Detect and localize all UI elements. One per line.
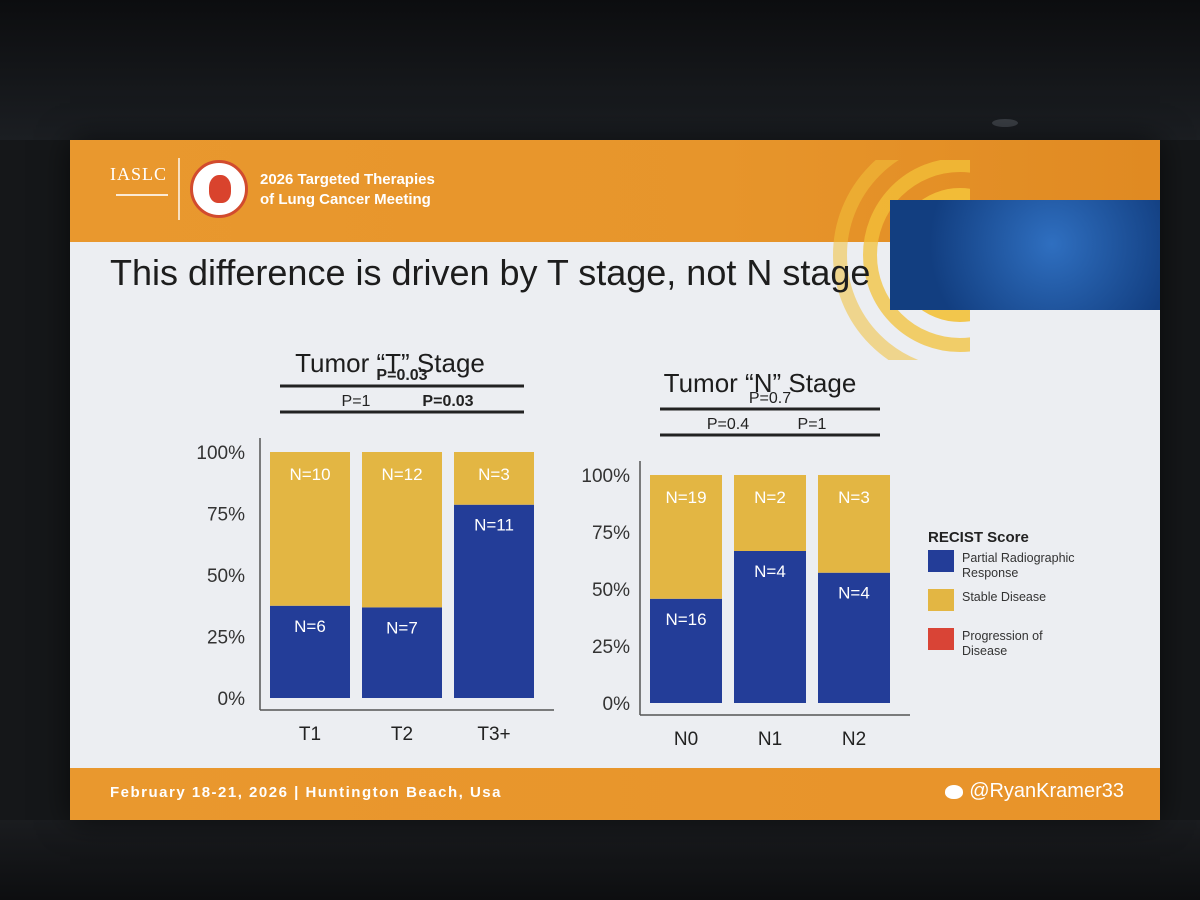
legend-label-line2: Response: [962, 566, 1018, 580]
footer-handle-wrap: @RyanKramer33: [945, 780, 1124, 803]
x-tick-label: T2: [391, 724, 413, 745]
decorative-lung-image: [890, 200, 1160, 310]
bar-segment-T2-stable: [362, 452, 442, 608]
x-tick-label: N2: [842, 729, 866, 750]
slide-footer: February 18-21, 2026 | Huntington Beach,…: [70, 768, 1160, 820]
bar-segment-T1-stable: [270, 452, 350, 606]
y-tick-label: 0%: [218, 689, 246, 710]
data-label: N=2: [754, 488, 786, 507]
x-tick-label: T3+: [477, 724, 510, 745]
presentation-slide: IASLC 2026 Targeted Therapies of Lung Ca…: [70, 140, 1160, 820]
org-logo: IASLC: [110, 164, 168, 184]
legend-swatch-partial: [928, 550, 954, 572]
data-label: N=6: [294, 617, 326, 636]
header-divider: [178, 158, 180, 220]
bar-segment-T3+-stable: [454, 452, 534, 505]
y-tick-label: 50%: [592, 580, 630, 601]
legend-label-line1: Partial Radiographic: [962, 551, 1075, 565]
data-label: N=7: [386, 618, 418, 637]
org-logo-emblem: [116, 194, 168, 204]
slide-header: IASLC 2026 Targeted Therapies of Lung Ca…: [70, 140, 1160, 360]
legend-label-line1: Progression of: [962, 629, 1043, 643]
y-tick-label: 50%: [207, 566, 245, 587]
meeting-title-line1: 2026 Targeted Therapies: [260, 171, 435, 188]
y-tick-label: 25%: [207, 628, 245, 649]
data-label: N=4: [838, 584, 870, 603]
charts-area: Tumor “T” Stage 0% 25% 50% 75% 100% N=6 N=10 T1 N…: [196, 348, 1075, 750]
ceiling-light: [992, 119, 1018, 127]
p-value-label: P=0.7: [749, 390, 791, 407]
bar-segment-N1-partial: [734, 551, 806, 703]
y-tick-label: 100%: [196, 443, 245, 464]
data-label: N=10: [289, 465, 330, 484]
bar-segment-N0-stable: [650, 475, 722, 599]
x-tick-label: N0: [674, 729, 698, 750]
bar-segment-T3+-partial: [454, 504, 534, 698]
footer-dates-location: February 18-21, 2026 | Huntington Beach,…: [110, 784, 502, 801]
data-label: N=19: [665, 488, 706, 507]
data-label: N=3: [478, 465, 510, 484]
data-label: N=16: [665, 610, 706, 629]
x-tick-label: T1: [299, 724, 321, 745]
p-value-label: P=1: [798, 416, 827, 433]
bar-segment-T1-partial: [270, 605, 350, 698]
data-label: N=4: [754, 562, 786, 581]
bar-segment-N2-stable: [818, 475, 890, 573]
y-tick-label: 25%: [592, 637, 630, 658]
y-tick-label: 75%: [592, 523, 630, 544]
y-tick-label: 100%: [581, 466, 630, 487]
chart-title-1: Tumor “T” Stage: [295, 348, 485, 378]
legend-label-line2: Disease: [962, 644, 1007, 658]
bar-segment-T2-partial: [362, 607, 442, 698]
p-value-label: P=1: [342, 393, 371, 410]
data-label: N=12: [381, 465, 422, 484]
x-tick-label: N1: [758, 729, 782, 750]
y-tick-label: 75%: [207, 505, 245, 526]
room-background-top: [0, 0, 1200, 140]
legend-label-line1: Stable Disease: [962, 590, 1046, 604]
meeting-title-line2: of Lung Cancer Meeting: [260, 191, 431, 208]
room-background-bottom: [0, 820, 1200, 900]
p-value-label: P=0.03: [376, 367, 427, 384]
data-label: N=11: [474, 516, 514, 535]
bar-segment-N0-partial: [650, 598, 722, 703]
p-value-label: P=0.4: [707, 416, 749, 433]
meeting-title: 2026 Targeted Therapies of Lung Cancer M…: [260, 170, 520, 210]
lung-icon: [190, 160, 248, 218]
bar-segment-N1-stable: [734, 475, 806, 551]
twitter-icon: [945, 784, 964, 799]
slide-title: This difference is driven by T stage, no…: [110, 252, 871, 293]
y-tick-label: 0%: [603, 694, 631, 715]
legend-swatch-stable: [928, 589, 954, 611]
bar-segment-N2-partial: [818, 572, 890, 703]
p-value-label: P=0.03: [422, 393, 473, 410]
footer-handle: @RyanKramer33: [969, 780, 1124, 802]
data-label: N=3: [838, 488, 870, 507]
legend-title: RECIST Score: [928, 529, 1029, 546]
chart-title-2: Tumor “N” Stage: [664, 368, 857, 398]
legend-swatch-progression: [928, 628, 954, 650]
